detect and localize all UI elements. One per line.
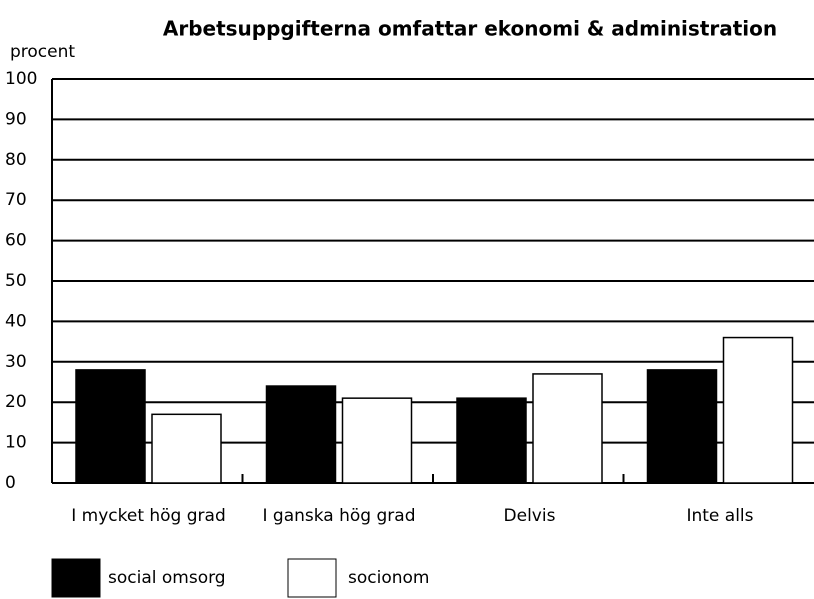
- bar: [456, 397, 527, 484]
- bar: [265, 385, 337, 484]
- bar: [646, 369, 718, 484]
- y-tick-label: 20: [5, 392, 27, 412]
- y-tick-label: 0: [5, 473, 16, 493]
- legend-swatch: [287, 558, 337, 598]
- legend-label: social omsorg: [108, 568, 226, 588]
- y-tick-label: 70: [5, 190, 27, 210]
- x-tick-label: I ganska hög grad: [263, 506, 416, 526]
- y-tick-label: 90: [5, 109, 27, 129]
- bar: [722, 336, 794, 484]
- y-tick-label: 40: [5, 311, 27, 331]
- bar: [151, 413, 222, 484]
- y-tick-label: 30: [5, 352, 27, 372]
- x-tick-label: Delvis: [504, 506, 556, 526]
- x-tick-label: I mycket hög grad: [71, 506, 226, 526]
- bar: [341, 397, 413, 484]
- y-tick-label: 100: [5, 69, 37, 89]
- legend-label: socionom: [348, 568, 429, 588]
- bar: [532, 373, 603, 484]
- legend-swatch: [51, 558, 101, 598]
- x-tick-label: Inte alls: [686, 506, 753, 526]
- y-axis-label: procent: [10, 42, 75, 62]
- y-tick-label: 50: [5, 271, 27, 291]
- y-tick-label: 10: [5, 433, 27, 453]
- y-tick-label: 60: [5, 231, 27, 251]
- y-tick-label: 80: [5, 150, 27, 170]
- chart-title: Arbetsuppgifterna omfattar ekonomi & adm…: [163, 17, 777, 41]
- bar: [75, 369, 146, 484]
